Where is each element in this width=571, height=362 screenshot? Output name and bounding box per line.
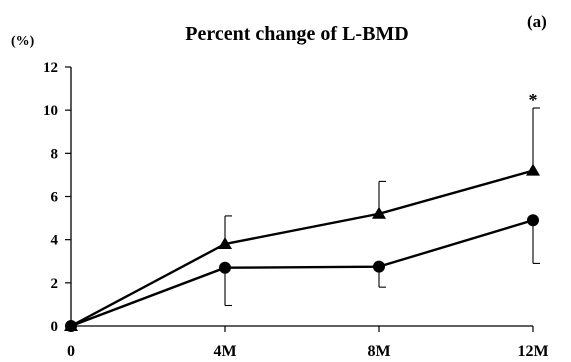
y-axis-label: (%)	[11, 34, 35, 49]
y-tick-label: 8	[51, 146, 59, 162]
y-tick-label: 6	[51, 190, 59, 206]
data-point-circle	[65, 320, 77, 332]
x-tick-label: 0	[67, 343, 75, 360]
series-triangle	[64, 107, 540, 331]
panel-label: (a)	[527, 12, 547, 31]
y-tick-label: 12	[43, 60, 58, 76]
data-point-triangle	[372, 206, 386, 219]
y-tick-label: 0	[51, 319, 59, 335]
data-point-circle	[373, 260, 385, 273]
data-point-circle	[219, 261, 231, 274]
x-tick-label: 4M	[213, 343, 236, 360]
y-tick-label: 10	[43, 103, 58, 119]
x-tick-label: 8M	[367, 343, 390, 360]
x-tick-label: 12M	[517, 343, 548, 360]
series-line	[70, 219, 534, 328]
chart-title: Percent change of L-BMD	[185, 23, 408, 45]
series-line	[70, 169, 534, 328]
series-circle	[65, 214, 540, 332]
data-point-triangle	[526, 163, 540, 176]
data-point-circle	[527, 214, 539, 227]
y-tick-label: 2	[51, 276, 59, 292]
data-point-triangle	[218, 236, 232, 249]
significance-asterisk: *	[529, 90, 538, 110]
y-tick-label: 4	[51, 233, 59, 249]
